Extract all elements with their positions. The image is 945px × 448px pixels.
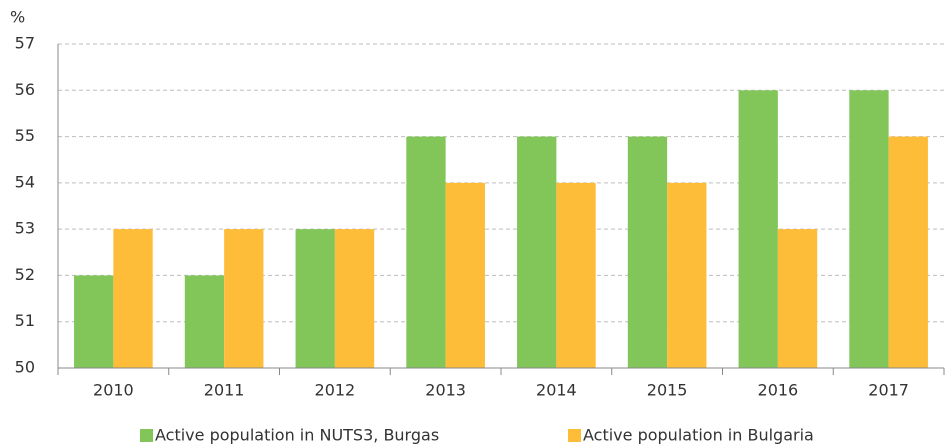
y-tick-label: 50 (15, 358, 35, 377)
y-tick-label: 55 (15, 126, 35, 145)
legend-swatch (568, 429, 581, 442)
bar (113, 229, 153, 368)
x-tick-label: 2010 (93, 381, 134, 400)
bar (74, 275, 114, 368)
bar (627, 136, 668, 368)
y-tick-label: 53 (15, 219, 35, 238)
y-unit: % (10, 8, 25, 27)
bar (224, 229, 264, 368)
y-tick-label: 56 (15, 80, 35, 99)
x-tick-label: 2011 (204, 381, 245, 400)
legend-label: Active population in NUTS3, Burgas (155, 426, 439, 445)
bar (184, 275, 225, 368)
legend-swatch (140, 429, 153, 442)
y-tick-label: 51 (15, 311, 35, 330)
x-tick-label: 2014 (536, 381, 577, 400)
bar (667, 182, 707, 368)
bar (334, 229, 375, 368)
x-tick-label: 2015 (647, 381, 688, 400)
bar (295, 229, 335, 368)
y-tick-label: 52 (15, 265, 35, 284)
x-tick-label: 2017 (868, 381, 909, 400)
bar (888, 136, 928, 368)
bar (517, 136, 557, 368)
bar (777, 229, 818, 368)
x-tick-label: 2013 (425, 381, 466, 400)
bar (738, 90, 778, 369)
y-tick-label: 57 (15, 34, 35, 53)
bar (849, 90, 889, 369)
y-tick-label: 54 (15, 172, 35, 191)
bar (556, 182, 596, 368)
x-tick-label: 2016 (758, 381, 799, 400)
legend-label: Active population in Bulgaria (583, 426, 814, 445)
bar (406, 136, 446, 368)
bar (445, 182, 485, 368)
x-tick-label: 2012 (315, 381, 356, 400)
